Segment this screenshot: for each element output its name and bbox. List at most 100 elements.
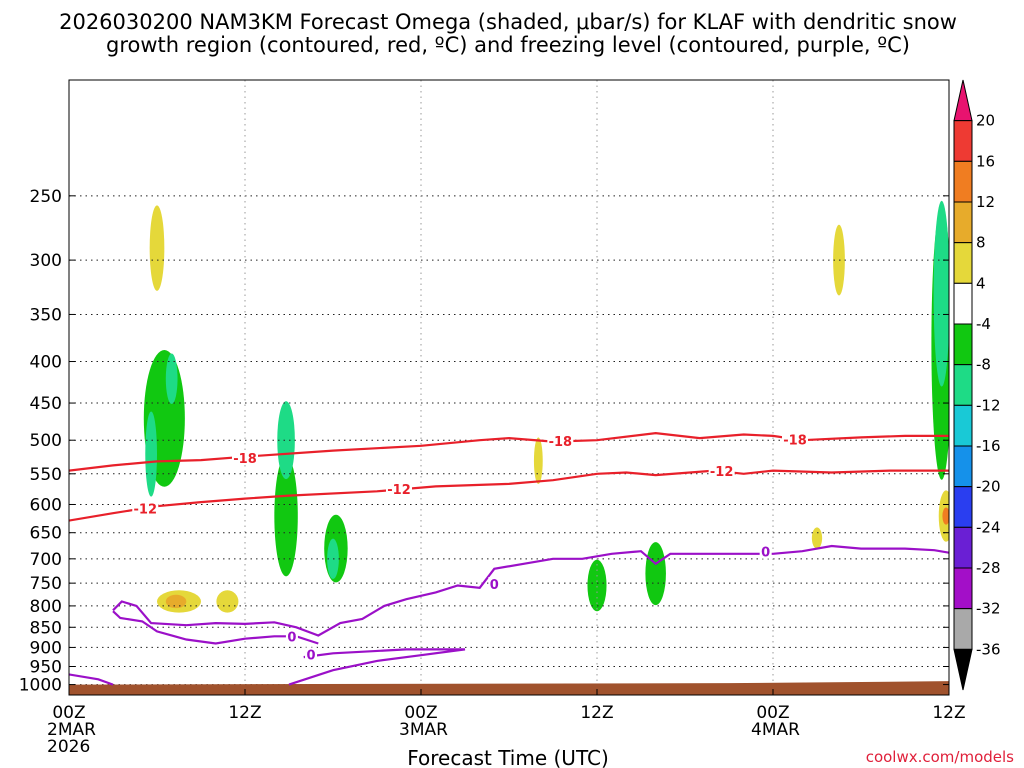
contour-label-bg-7 <box>759 544 772 559</box>
y-tick-label-300: 300 <box>30 251 62 271</box>
contour-label-bg-2 <box>782 432 808 447</box>
colorbar-cell-8 <box>953 404 973 447</box>
omega-region-16 <box>165 594 187 609</box>
x-tick-label-12-0: 12Z <box>228 703 261 723</box>
omega-region-11 <box>216 590 239 613</box>
credit-text: coolwx.com/models <box>866 748 1014 766</box>
omega-shading <box>143 200 949 613</box>
omega-region-17 <box>533 437 543 485</box>
omega-region-7 <box>587 559 607 612</box>
y-tick-label-550: 550 <box>30 465 62 485</box>
x-tick-label-48-0: 00Z <box>756 703 789 723</box>
colorbar-label-11: -28 <box>976 559 1001 577</box>
y-tick-label-700: 700 <box>30 550 62 570</box>
colorbar-label-12: -32 <box>976 600 1001 618</box>
colorbar-label-3: 8 <box>976 234 986 252</box>
colorbar-label-4: 4 <box>976 274 986 292</box>
y-tick-label-800: 800 <box>30 597 62 617</box>
omega-region-19 <box>942 507 949 525</box>
grid-lines <box>69 80 949 695</box>
contour-label-bg-5 <box>708 464 735 479</box>
contour-label-9: 0 <box>306 648 315 663</box>
omega-region-18 <box>811 527 823 549</box>
y-axis: 2503003504004505005506006507007508008509… <box>19 187 949 696</box>
y-tick-label-500: 500 <box>30 431 62 451</box>
contour-label-8: 0 <box>287 630 296 645</box>
contour-line-4 <box>112 610 319 645</box>
contour-line-3 <box>112 544 949 637</box>
contour-label-bg-9 <box>305 647 317 662</box>
x-tick-label-0-2: 2026 <box>47 737 90 757</box>
y-tick-label-250: 250 <box>30 187 62 207</box>
colorbar-cell-5 <box>953 282 973 325</box>
colorbar-label-10: -24 <box>976 518 1001 536</box>
colorbar-label-6: -8 <box>976 356 991 374</box>
contour-label-0: -18 <box>233 452 257 467</box>
contour-label-3: -12 <box>134 503 158 518</box>
y-tick-label-650: 650 <box>30 524 62 544</box>
colorbar-label-1: 16 <box>976 152 995 170</box>
colorbar-label-2: 12 <box>976 193 995 211</box>
y-tick-label-350: 350 <box>30 305 62 325</box>
x-tick-label-36-0: 12Z <box>580 703 613 723</box>
colorbar-label-8: -16 <box>976 437 1001 455</box>
contour-label-bg-3 <box>132 501 159 516</box>
y-tick-label-850: 850 <box>30 618 62 638</box>
omega-region-5 <box>645 542 666 606</box>
x-tick-label-24-0: 00Z <box>404 703 437 723</box>
colorbar-cell-10 <box>953 486 973 528</box>
x-tick-label-0-1: 2MAR <box>47 720 96 740</box>
contour-label-4: -12 <box>387 483 411 498</box>
omega-region-12 <box>149 205 165 291</box>
contour-label-1: -18 <box>549 435 573 450</box>
colorbar-cell-7 <box>953 364 973 406</box>
colorbar-cell-1 <box>953 120 973 162</box>
x-tick-label-24-1: 3MAR <box>399 720 448 740</box>
contour-label-bg-0 <box>232 451 258 466</box>
colorbar-label-9: -20 <box>976 478 1001 496</box>
omega-region-14 <box>165 353 178 404</box>
colorbar-bottom-arrow <box>953 648 973 691</box>
contour-line-5 <box>288 648 466 686</box>
colorbar-label-13: -36 <box>976 640 1001 658</box>
colorbar-cell-11 <box>953 526 973 569</box>
colorbar-cell-6 <box>953 323 973 366</box>
y-tick-label-900: 900 <box>30 638 62 658</box>
x-tick-label-48-1: 4MAR <box>751 720 800 740</box>
contour-label-bg-4 <box>386 481 412 496</box>
y-tick-label-600: 600 <box>30 495 62 515</box>
colorbar: 20 16 12 8 4 -4 -8 -12 -16 -20 -24 -28 -32 -36 <box>953 79 1001 691</box>
colorbar-cell-4 <box>953 242 973 284</box>
contour-label-bg-1 <box>547 433 574 448</box>
colorbar-label-0: 20 <box>976 112 995 130</box>
omega-region-8 <box>277 401 295 480</box>
colorbar-cell-12 <box>953 567 973 610</box>
y-tick-label-950: 950 <box>30 657 62 677</box>
x-tick-label-0-0: 00Z <box>52 703 85 723</box>
y-tick-label-450: 450 <box>30 394 62 414</box>
y-tick-label-400: 400 <box>30 353 62 373</box>
colorbar-cell-2 <box>953 160 973 203</box>
chart-title-line2: growth region (contoured, red, ºC) and f… <box>106 33 910 57</box>
contour-label-5: -12 <box>710 465 734 480</box>
omega-region-2 <box>274 455 298 577</box>
plot-area <box>69 80 949 695</box>
terrain-fill <box>69 681 949 695</box>
y-tick-label-750: 750 <box>30 574 62 594</box>
contour-line-2 <box>69 673 114 686</box>
colorbar-cell-13 <box>953 608 973 650</box>
omega-region-4 <box>933 200 949 387</box>
colorbar-label-7: -12 <box>976 396 1001 414</box>
contour-label-7: 0 <box>761 546 770 561</box>
contour-label-6: 0 <box>490 578 499 593</box>
contour-line-1 <box>69 469 949 522</box>
chart-title-line1: 2026030200 NAM3KM Forecast Omega (shaded… <box>59 10 957 34</box>
colorbar-label-5: -4 <box>976 315 991 333</box>
plot-frame <box>68 79 950 696</box>
colorbar-cell-3 <box>953 201 973 244</box>
colorbar-cell-9 <box>953 445 973 488</box>
contour-label-2: -18 <box>783 433 807 448</box>
